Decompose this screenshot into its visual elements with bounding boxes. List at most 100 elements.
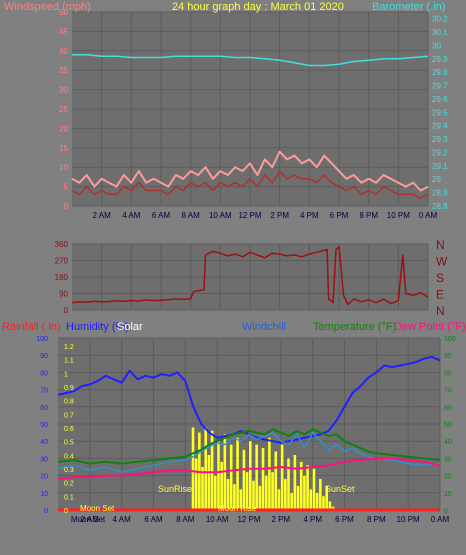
rainfall-axis-label: Rainfall (.in) [2, 321, 61, 333]
barometer-tick-label: 29.9 [432, 55, 448, 64]
wind-x-tick-label: 6 AM [152, 211, 171, 220]
solar-bar [207, 454, 211, 510]
solar-bar [252, 480, 255, 510]
windspeed-tick-label: 30 [59, 86, 68, 95]
rainfall-tick-label: 0.2 [64, 481, 74, 488]
rainfall-tick-label: 0 [64, 508, 68, 515]
windspeed-tick-label: 35 [59, 66, 68, 75]
windspeed-axis-label: Windspeed (mph) [4, 1, 91, 13]
windspeed-tick-label: 40 [59, 47, 68, 56]
solar-bar [290, 492, 293, 510]
temperature-tick-label: 70 [444, 388, 452, 395]
series-windchill-line [57, 431, 441, 473]
windspeed-tick-label: 20 [59, 124, 68, 133]
compass-label: S [436, 271, 444, 285]
wind-x-tick-label: 0 AM [419, 211, 438, 220]
temperature-tick-label: 90 [444, 353, 452, 360]
humidity-tick-label: 10 [40, 491, 48, 498]
solar-bar [331, 506, 335, 510]
barometer-tick-label: 29 [432, 175, 441, 184]
solar-bar [322, 496, 325, 510]
solar-bar [296, 485, 300, 510]
barometer-tick-label: 30.1 [432, 28, 448, 37]
windspeed-tick-label: 25 [59, 105, 68, 114]
temperature-x-tick-label: 0 AM [431, 515, 450, 524]
compass-label: E [436, 288, 444, 302]
series-gust-line [71, 150, 429, 192]
series-dewpoint-line [57, 457, 441, 480]
temperature-x-tick-label: 2 PM [271, 515, 290, 524]
solar-bar [233, 484, 236, 510]
barometer-tick-label: 29.6 [432, 95, 448, 104]
temperature-tick-label: 10 [444, 491, 452, 498]
solar-bar [277, 489, 281, 510]
barometer-tick-label: 29.7 [432, 82, 448, 91]
rainfall-tick-label: 0.3 [64, 467, 74, 474]
solar-bar [226, 479, 230, 510]
temperature-tick-label: 30 [444, 456, 452, 463]
direction-tick-label: 0 [64, 306, 69, 315]
wind-x-tick-label: 4 PM [300, 211, 319, 220]
solar-bar [236, 437, 239, 510]
humidity-tick-label: 80 [40, 370, 48, 377]
compass-label: W [436, 255, 448, 269]
solar-bar [315, 492, 319, 510]
direction-tick-label: 90 [59, 290, 68, 299]
direction-tick-label: 360 [55, 240, 69, 249]
temperature-x-tick-label: 6 PM [335, 515, 354, 524]
solar-bar [204, 427, 208, 510]
solar-bar [220, 461, 223, 510]
temperature-x-tick-label: 2 AM [81, 515, 100, 524]
temperature-x-tick-label: 10 PM [397, 515, 420, 524]
wind-x-tick-label: 2 AM [93, 211, 112, 220]
series-speed-line [71, 170, 429, 199]
rainfall-tick-label: 0.4 [64, 453, 74, 460]
humidity-tick-label: 0 [44, 508, 48, 515]
windspeed-tick-label: 5 [64, 183, 69, 192]
rainfall-tick-label: 0.6 [64, 426, 74, 433]
barometer-tick-label: 28.8 [432, 202, 448, 211]
solar-bar [229, 444, 233, 510]
barometer-tick-label: 29.5 [432, 108, 448, 117]
humidity-tick-label: 30 [40, 456, 48, 463]
solar-bar [271, 472, 274, 510]
series-barometer-line [72, 54, 429, 67]
humidity-tick-label: 60 [40, 405, 48, 412]
solar-bar [194, 458, 198, 510]
solar-bar [213, 475, 217, 510]
humidity-tick-label: 50 [40, 422, 48, 429]
windspeed-tick-label: 0 [64, 202, 69, 211]
windspeed-tick-label: 10 [59, 163, 68, 172]
solar-bar [239, 489, 243, 510]
solar-bar [293, 454, 297, 510]
rainfall-tick-label: 0.8 [64, 399, 74, 406]
solar-bar [264, 475, 268, 510]
temperature-axis-label: Temperature (°F) [313, 321, 396, 333]
barometer-tick-label: 28.9 [432, 189, 448, 198]
humidity-axis-label: Humidity (%) [66, 321, 129, 333]
moon-rise-label: Moon Rise [218, 504, 257, 513]
wind-x-tick-label: 12 PM [238, 211, 261, 220]
rainfall-tick-label: 0.9 [64, 385, 74, 392]
sunset-label: SunSet [325, 484, 355, 494]
rainfall-tick-label: 0.7 [64, 412, 74, 419]
rainfall-tick-label: 1.1 [64, 358, 74, 365]
windchill-axis-label: Windchill [242, 321, 286, 333]
wind-panel: 5045403530252015105030.230.13029.929.829… [4, 1, 448, 220]
wind-x-tick-label: 2 PM [270, 211, 289, 220]
humidity-tick-label: 40 [40, 439, 48, 446]
solar-bar [268, 437, 271, 510]
temperature-tick-label: 0 [444, 508, 448, 515]
rainfall-tick-label: 1.2 [64, 344, 74, 351]
chart-title: 24 hour graph day : March 01 2020 [172, 1, 344, 13]
barometer-tick-label: 29.2 [432, 148, 448, 157]
rainfall-tick-label: 0.1 [64, 494, 74, 501]
wind-x-tick-label: 10 AM [209, 211, 232, 220]
solar-bar [242, 449, 246, 510]
solar-bar [255, 444, 258, 510]
dewpoint-axis-label: Dew Point (°F) [394, 321, 466, 333]
moon-set-label: Moon Set [80, 504, 115, 513]
temperature-x-tick-label: 6 AM [144, 515, 163, 524]
windspeed-tick-label: 50 [59, 8, 68, 17]
